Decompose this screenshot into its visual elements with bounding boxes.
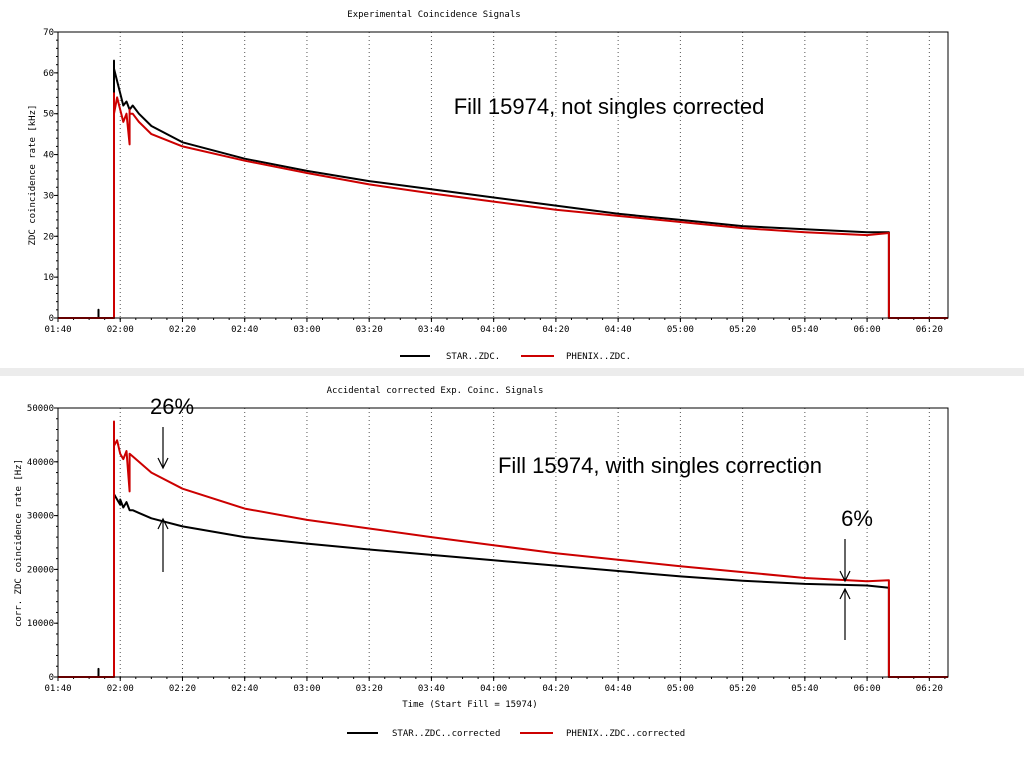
chart-top: Experimental Coincidence Signals ZDC coi… [28,10,949,362]
y-tick-label: 0 [49,314,54,324]
chart-top-legend: STAR..ZDC. PHENIX..ZDC. [400,352,631,362]
series-line-phenix-zdc [58,92,948,319]
x-tick-label: 02:40 [231,684,258,694]
x-tick-label: 04:40 [605,325,632,335]
y-tick-label: 40000 [27,458,54,468]
chart-bottom-title: Accidental corrected Exp. Coinc. Signals [327,386,544,396]
chart-top-series [58,59,948,319]
x-tick-label: 02:20 [169,325,196,335]
x-tick-label: 01:40 [44,325,71,335]
chart-bottom-y-ticks: 0 10000 20000 30000 40000 50000 [27,404,58,683]
chart-top-y-ticks: 0 10 20 30 40 50 60 70 [43,28,58,324]
chart-bottom-xlabel: Time (Start Fill = 15974) [402,700,537,710]
x-tick-label: 05:40 [791,684,818,694]
arrow-6-down [839,539,851,583]
chart-bottom-grid [119,408,930,677]
x-tick-label: 01:40 [44,684,71,694]
arrow-26-down [157,427,169,470]
x-tick-label: 06:20 [916,684,943,694]
series-line-phenix-zdc-corrected [58,420,948,678]
chart-bottom-frame [57,407,949,678]
y-tick-label: 50 [43,110,54,120]
y-tick-label: 60 [43,69,54,79]
y-tick-label: 20 [43,232,54,242]
arrow-6-up [839,587,851,640]
chart-top-annotation: Fill 15974, not singles corrected [454,94,765,119]
x-tick-label: 03:00 [293,684,320,694]
chart-top-x-ticks: 01:40 02:00 02:20 02:40 03:00 03:20 03:40 04:00… [44,318,946,335]
arrow-26-up [157,517,169,572]
legend-label-star: STAR..ZDC. [446,352,500,362]
x-tick-label: 03:00 [293,325,320,335]
y-tick-label: 30 [43,191,54,201]
x-tick-label: 03:20 [356,325,383,335]
x-tick-label: 04:20 [542,325,569,335]
x-tick-label: 05:00 [667,325,694,335]
x-tick-label: 02:20 [169,684,196,694]
x-tick-label: 06:00 [854,684,881,694]
chart-bottom-ylabel: corr. ZDC coincidence rate [Hz] [14,459,24,627]
y-tick-label: 40 [43,151,54,161]
x-tick-label: 06:00 [854,325,881,335]
chart-bottom: Accidental corrected Exp. Coinc. Signals… [14,386,949,739]
x-tick-label: 02:40 [231,325,258,335]
legend-label-phenix-corrected: PHENIX..ZDC..corrected [566,729,685,739]
legend-label-star-corrected: STAR..ZDC..corrected [392,729,500,739]
x-tick-label: 05:00 [667,684,694,694]
chart-bottom-legend: STAR..ZDC..corrected PHENIX..ZDC..correc… [347,729,685,739]
x-tick-label: 03:20 [356,684,383,694]
x-tick-label: 05:20 [729,325,756,335]
x-tick-label: 02:00 [107,325,134,335]
y-tick-label: 70 [43,28,54,38]
y-tick-label: 30000 [27,512,54,522]
x-tick-label: 02:00 [107,684,134,694]
x-tick-label: 04:00 [480,325,507,335]
legend-label-phenix: PHENIX..ZDC. [566,352,631,362]
y-tick-label: 20000 [27,565,54,575]
x-tick-label: 04:40 [605,684,632,694]
x-tick-label: 06:20 [916,325,943,335]
y-tick-label: 10 [43,273,54,283]
x-tick-label: 04:00 [480,684,507,694]
y-tick-label: 0 [49,673,54,683]
x-tick-label: 05:40 [791,325,818,335]
y-tick-label: 50000 [27,404,54,414]
annotation-26-percent: 26% [150,394,194,419]
chart-top-ylabel: ZDC coincidence rate [kHz] [28,105,38,246]
chart-top-frame [57,31,949,319]
x-tick-label: 03:40 [418,684,445,694]
chart-bottom-x-ticks: 01:40 02:00 02:20 02:40 03:00 03:20 03:40 04:00… [44,677,946,694]
x-tick-label: 04:20 [542,684,569,694]
y-tick-label: 10000 [27,619,54,629]
chart-bottom-series [58,420,948,678]
chart-top-grid [119,32,930,318]
x-tick-label: 05:20 [729,684,756,694]
annotation-6-percent: 6% [841,506,873,531]
chart-bottom-annotation: Fill 15974, with singles correction [498,453,822,478]
x-tick-label: 03:40 [418,325,445,335]
series-line-star-zdc-corrected [58,493,948,678]
separator-band [0,368,1024,376]
chart-top-title: Experimental Coincidence Signals [347,10,520,20]
